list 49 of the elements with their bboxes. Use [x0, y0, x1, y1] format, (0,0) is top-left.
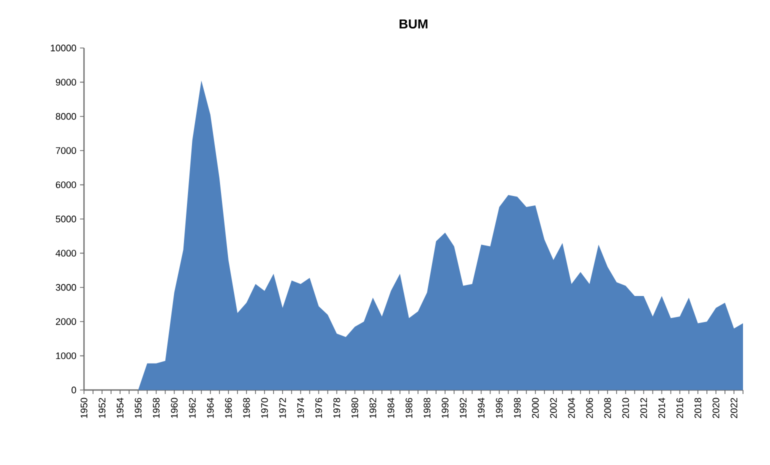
x-tick-label: 2012 [640, 398, 648, 418]
x-tick-label: 1956 [134, 398, 142, 418]
x-tick-label: 2020 [712, 398, 720, 418]
x-tick-label: 2006 [586, 398, 593, 418]
x-tick-label: 2016 [676, 398, 684, 418]
x-tick-label: 1980 [351, 398, 358, 418]
x-tick-label: 1990 [442, 398, 448, 418]
x-tick-label: 1954 [116, 398, 124, 418]
x-tick-label: 1996 [496, 398, 503, 418]
x-tick-label: 2002 [550, 398, 557, 418]
x-tick-label: 2022 [730, 398, 738, 418]
x-tick-label: 2010 [622, 398, 629, 418]
x-tick-label: 1982 [370, 398, 376, 418]
y-tick-label: 0 [72, 386, 76, 394]
x-tick-label: 2014 [658, 398, 666, 418]
x-tick-label: 1978 [333, 398, 340, 418]
x-tick-label: 2000 [532, 398, 539, 418]
y-tick-label: 3000 [56, 284, 76, 291]
y-tick-label: 1000 [56, 352, 76, 360]
x-tick-label: 1994 [478, 398, 485, 418]
y-tick-label: 6000 [56, 181, 76, 188]
y-tick-label: 4000 [56, 250, 76, 257]
x-tick-label: 2018 [694, 398, 702, 418]
x-tick-label: 1986 [406, 398, 412, 418]
y-tick-label: 9000 [56, 78, 76, 86]
x-tick-label: 1974 [297, 398, 304, 418]
x-tick-label: 1950 [80, 398, 88, 418]
y-tick-label: 8000 [56, 113, 76, 120]
y-tick-label: 2000 [56, 318, 76, 325]
x-tick-label: 2004 [568, 398, 575, 418]
x-tick-label: 1952 [98, 398, 106, 418]
x-tick-label: 1958 [152, 398, 160, 418]
x-tick-label: 1962 [188, 398, 196, 418]
x-tick-label: 1960 [170, 398, 178, 418]
x-tick-label: 1970 [261, 398, 268, 418]
y-tick-label: 7000 [56, 147, 76, 154]
x-tick-label: 1988 [424, 398, 430, 418]
x-tick-label: 1984 [388, 398, 394, 418]
x-tick-label: 1992 [460, 398, 467, 418]
x-tick-label: 2008 [604, 398, 611, 418]
x-tick-label: 1968 [243, 398, 250, 418]
y-tick-label: 10000 [50, 44, 76, 52]
x-tick-label: 1998 [514, 398, 521, 418]
y-tick-label: 5000 [56, 216, 76, 222]
x-tick-label: 1966 [225, 398, 232, 418]
chart-title: BUM [400, 19, 428, 28]
x-tick-label: 1976 [315, 398, 322, 418]
x-tick-label: 1972 [279, 398, 286, 418]
x-tick-label: 1964 [207, 398, 214, 418]
